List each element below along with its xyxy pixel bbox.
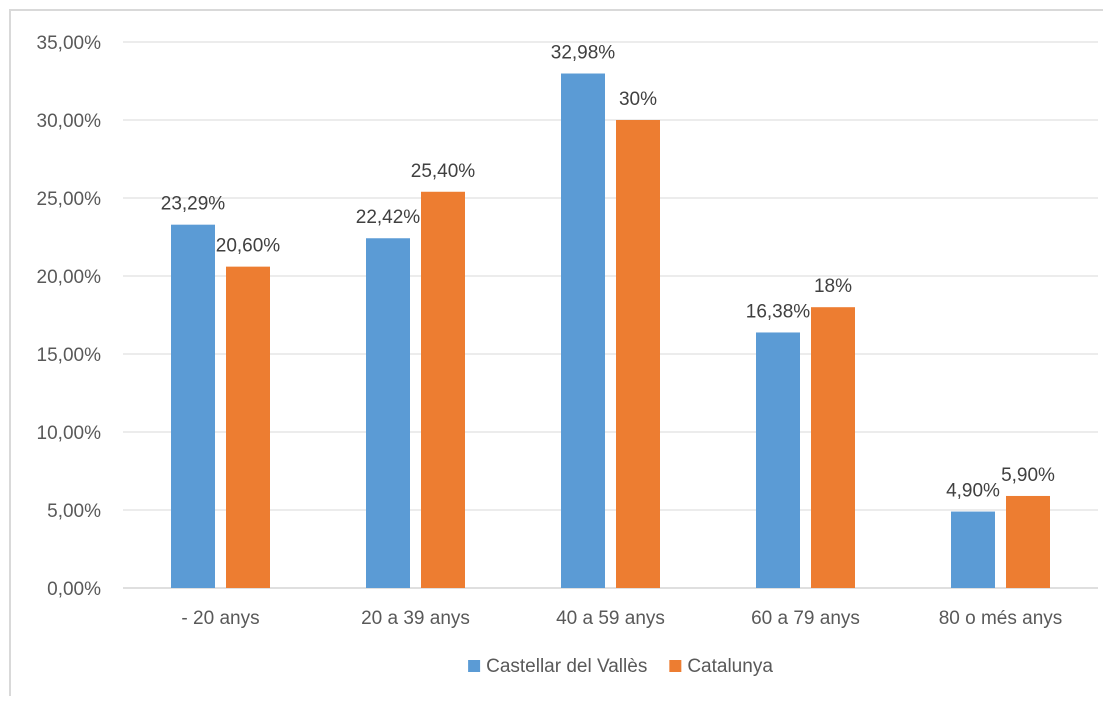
bar-castellar: [171, 224, 215, 588]
legend: Castellar del Vallès Catalunya: [468, 656, 773, 677]
bar-catalunya: [1006, 495, 1050, 588]
bar-catalunya: [226, 266, 270, 588]
data-label: 5,90%: [1001, 465, 1055, 486]
data-label: 16,38%: [746, 301, 811, 322]
x-tick-label: - 20 anys: [181, 608, 259, 629]
legend-label: Catalunya: [687, 656, 773, 677]
data-label: 25,40%: [411, 161, 476, 182]
bar-castellar: [951, 511, 995, 588]
data-label: 20,60%: [216, 236, 281, 257]
data-label: 32,98%: [551, 43, 616, 64]
x-tick-label: 40 a 59 anys: [556, 608, 665, 629]
x-tick-label: 60 a 79 anys: [751, 608, 860, 629]
y-tick-label: 30,00%: [37, 111, 102, 132]
y-tick-label: 35,00%: [37, 33, 102, 54]
legend-item: Castellar del Vallès: [468, 656, 647, 677]
chart-frame: [9, 9, 1103, 696]
legend-label: Castellar del Vallès: [486, 656, 647, 677]
data-label: 18%: [814, 276, 852, 297]
legend-swatch: [468, 660, 481, 672]
data-label: 4,90%: [946, 481, 1000, 502]
y-tick-label: 0,00%: [47, 579, 101, 600]
bar-castellar: [366, 238, 410, 589]
legend-item: Catalunya: [669, 656, 773, 677]
y-tick-label: 25,00%: [37, 189, 102, 210]
bar-castellar: [756, 332, 800, 588]
gridlines: [123, 41, 1098, 589]
x-tick-label: 20 a 39 anys: [361, 608, 470, 629]
data-labels: 23,29% 20,60% 22,42% 25,40% 32,98% 30% 16,38%1…: [161, 43, 1055, 502]
bar-catalunya: [421, 191, 465, 588]
bar-castellar: [561, 73, 605, 588]
data-label: 30%: [619, 89, 657, 110]
y-tick-label: 5,00%: [47, 501, 101, 522]
bar-catalunya: [616, 120, 660, 588]
x-axis-tick-labels: - 20 anys 20 a 39 anys 40 a 59 anys 60 a 79…: [181, 608, 1062, 629]
y-tick-label: 10,00%: [37, 423, 102, 444]
x-tick-label: 80 o més anys: [939, 608, 1063, 629]
bars: [171, 73, 1050, 589]
y-tick-label: 15,00%: [37, 345, 102, 366]
data-label: 22,42%: [356, 207, 421, 228]
data-label: 23,29%: [161, 194, 226, 215]
bar-catalunya: [811, 307, 855, 588]
y-axis-tick-labels: 0,00% 5,00% 10,00% 15,00% 20,00% 25,00% 30,00%…: [37, 33, 102, 600]
y-tick-label: 20,00%: [37, 267, 102, 288]
legend-swatch: [669, 660, 682, 672]
